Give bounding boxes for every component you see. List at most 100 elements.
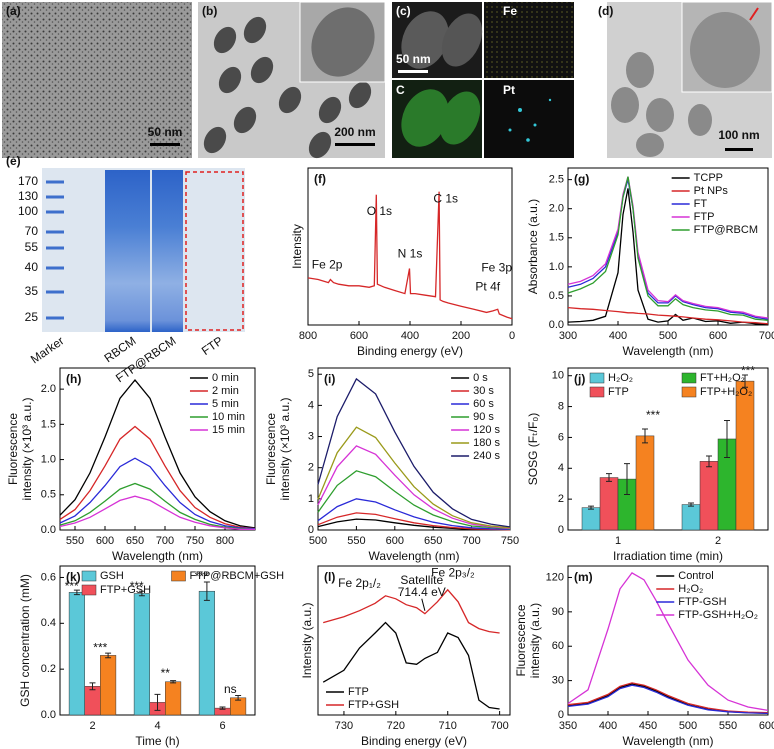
y-axis-label: Intensity <box>290 224 304 269</box>
error-bar <box>624 463 630 496</box>
chart: (g) 0.0 0.5 1.0 1.5 2.0 2.5 300 400 500 600 700 Wave… <box>526 167 774 358</box>
x-axis-label: Wavelength (nm) <box>623 734 714 748</box>
y-axis-label: SOSG (Fₜ/F₀) <box>526 413 540 486</box>
y-axis-label: Fluorescence <box>6 413 20 485</box>
panel-label: (l) <box>324 570 335 584</box>
plot-frame <box>317 367 511 531</box>
marker-band <box>46 246 64 250</box>
legend-label: Control <box>678 570 713 582</box>
legend-label: 0 min <box>212 372 239 384</box>
panel-label: (j) <box>574 372 585 386</box>
error-bar <box>706 455 712 468</box>
annotation: Fe 3p <box>481 261 512 275</box>
y-axis-label: intensity (a.u.) <box>528 603 542 678</box>
marker-label: 100 <box>18 204 38 218</box>
panel-d: (d) 100 nm <box>598 1 773 158</box>
micrograph <box>484 2 574 78</box>
x-tick-label: 500 <box>309 535 327 547</box>
legend-label: H₂O₂ <box>608 372 633 384</box>
legend-label: 15 min <box>212 424 245 436</box>
y-tick-label: 0.0 <box>549 319 564 331</box>
legend-label: FTP+GSH <box>100 584 151 596</box>
x-tick-label: 500 <box>679 720 697 732</box>
x-tick-label: 600 <box>759 720 774 732</box>
panel-label: (e) <box>6 154 21 168</box>
marker-band <box>46 210 64 214</box>
y-tick-label: 0.6 <box>41 571 56 583</box>
line-series <box>323 588 500 634</box>
legend-swatch <box>681 372 697 384</box>
x-tick-label: 800 <box>216 535 234 547</box>
panel-label: (k) <box>66 570 81 584</box>
error-bar <box>642 428 648 444</box>
line-series <box>567 684 769 715</box>
x-tick-label: 350 <box>559 720 577 732</box>
chart: (k) 0.0 0.2 0.4 0.6 Time (h) GSH concentration… <box>18 565 284 748</box>
legend-label: GSH <box>100 570 124 582</box>
y-axis-label: Absorbance (a.u.) <box>526 199 540 294</box>
y-tick-label: 4 <box>308 399 314 411</box>
x-tick-label: 700 <box>490 720 508 732</box>
x-tick-label: 2 <box>89 720 95 732</box>
legend-label: H₂O₂ <box>678 583 703 595</box>
scale-label: 50 nm <box>148 125 183 139</box>
line-series <box>317 512 511 531</box>
channel-label: Pt <box>503 83 515 97</box>
channel-label: Fe <box>503 4 517 18</box>
error-bar <box>606 473 612 482</box>
scale-bar <box>398 70 428 73</box>
y-axis-label: Fluorescence <box>514 604 528 676</box>
lane-label: Marker <box>28 334 67 367</box>
legend-label: 5 min <box>212 398 239 410</box>
panel-label: (g) <box>574 172 589 186</box>
marker-band <box>46 266 64 270</box>
legend-label: FTP+GSH <box>348 699 399 711</box>
annotation: Satellite <box>400 573 443 587</box>
y-tick-label: 0 <box>308 524 314 536</box>
chart: (i) 0 1 2 3 4 5 500 550 600 650 700 750 Wavelength (n… <box>264 367 519 563</box>
legend-label: FTP-GSH+H₂O₂ <box>678 609 758 621</box>
marker-label: 170 <box>18 174 38 188</box>
error-bar <box>154 693 161 711</box>
x-tick-label: 450 <box>639 720 657 732</box>
legend-label: 30 s <box>473 385 494 397</box>
y-tick-label: 1.5 <box>549 232 564 244</box>
annotation: *** <box>65 579 79 593</box>
line-series <box>59 495 255 530</box>
line-series <box>567 572 769 712</box>
legend-label: 2 min <box>212 385 239 397</box>
panel-label: (a) <box>6 4 21 18</box>
scale-label: 200 nm <box>334 125 375 139</box>
annotation: Fe 2p₃/₂ <box>431 566 475 580</box>
annotation: Fe 2p₁/₂ <box>338 576 381 590</box>
y-tick-label: 0 <box>558 709 564 721</box>
annotation: N 1s <box>398 247 423 261</box>
legend-label: 180 s <box>473 437 500 449</box>
line-series <box>59 425 256 530</box>
panel-label: (d) <box>598 4 613 18</box>
annotation: ** <box>161 666 171 680</box>
marker-band <box>46 316 64 320</box>
y-axis-label: Intensity (a.u.) <box>300 602 314 678</box>
marker-band <box>46 195 64 199</box>
y-tick-label: 10 <box>552 370 564 382</box>
marker-label: 35 <box>25 284 39 298</box>
legend-label: FTP <box>348 686 369 698</box>
channel-label: C <box>396 83 405 97</box>
legend-swatch <box>589 386 605 398</box>
y-tick-label: 2.0 <box>41 383 56 395</box>
x-axis-label: Binding energy (eV) <box>357 344 463 358</box>
line-series <box>59 482 256 530</box>
error-bar <box>203 581 210 601</box>
line-series <box>317 498 511 531</box>
plot-frame <box>59 367 256 531</box>
y-tick-label: 0.2 <box>41 663 56 675</box>
bar <box>681 504 701 531</box>
marker-band <box>46 180 64 184</box>
marker-label: 40 <box>25 260 39 274</box>
scale-label: 50 nm <box>396 52 431 66</box>
y-tick-label: 2 <box>308 462 314 474</box>
x-tick-label: 600 <box>709 330 727 342</box>
marker-label: 130 <box>18 189 38 203</box>
x-tick-label: 550 <box>347 535 365 547</box>
